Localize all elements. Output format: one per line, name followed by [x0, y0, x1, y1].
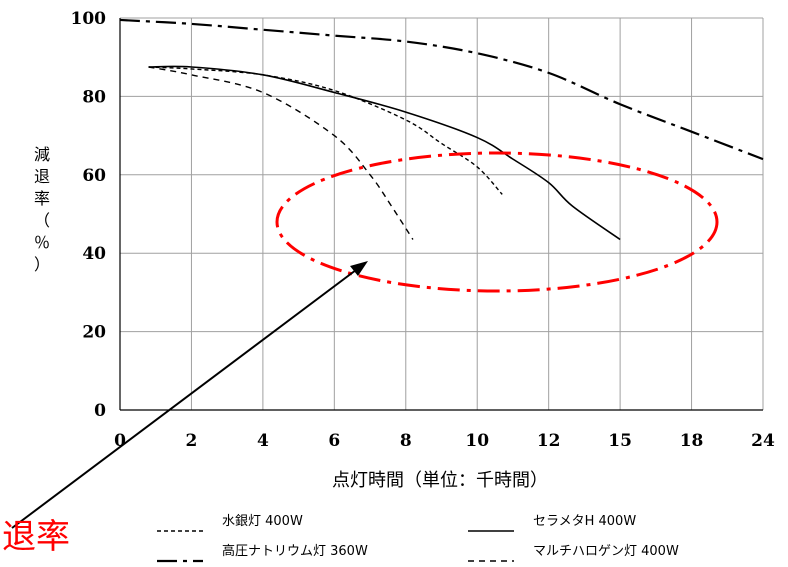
axes: [119, 18, 763, 411]
annotation-text: 退率: [2, 517, 70, 557]
y-tick-label: 100: [71, 9, 107, 29]
x-tick-label: 6: [328, 431, 340, 451]
x-tick-label: 2: [186, 431, 198, 451]
y-axis-title: 減退率（％）: [34, 145, 50, 274]
y-tick-label: 40: [82, 244, 106, 264]
x-tick-label: 18: [680, 431, 704, 451]
legend-label: マルチハロゲン灯 400W: [533, 544, 679, 559]
x-tick-label: 0: [114, 431, 126, 451]
series-line-3: [119, 18, 764, 161]
x-tick-label: 24: [751, 431, 775, 451]
legend-label: セラメタH 400W: [533, 514, 636, 529]
x-tick-label: 10: [465, 431, 489, 451]
grid-lines: [120, 17, 764, 410]
y-tick-labels: 0 20 40 60 80 100: [71, 9, 107, 421]
y-tick-label: 80: [82, 87, 106, 107]
x-axis-title: 点灯時間（単位：千時間）: [332, 470, 548, 491]
series-line-2: [148, 65, 621, 241]
x-tick-label: 4: [257, 431, 269, 451]
legend-label: 高圧ナトリウム灯 360W: [222, 543, 368, 559]
legend: 水銀灯 400W セラメタH 400W 高圧ナトリウム灯 360W マルチハロゲン灯 …: [157, 514, 679, 563]
y-tick-label: 0: [94, 401, 106, 421]
annotation-arrow: [11, 261, 368, 529]
x-tick-label: 15: [608, 431, 632, 451]
series-lines: [119, 18, 764, 241]
y-tick-label: 20: [82, 323, 106, 343]
series-line-1: [148, 66, 503, 195]
series-line-4: [148, 66, 414, 240]
x-tick-label: 12: [537, 431, 561, 451]
x-tick-label: 8: [400, 431, 412, 451]
highlight-ellipse: [275, 151, 719, 293]
legend-label: 水銀灯 400W: [222, 514, 303, 529]
x-tick-labels: 0 2 4 6 8 10 12 15 18 24: [114, 431, 775, 451]
y-tick-label: 60: [82, 166, 106, 186]
